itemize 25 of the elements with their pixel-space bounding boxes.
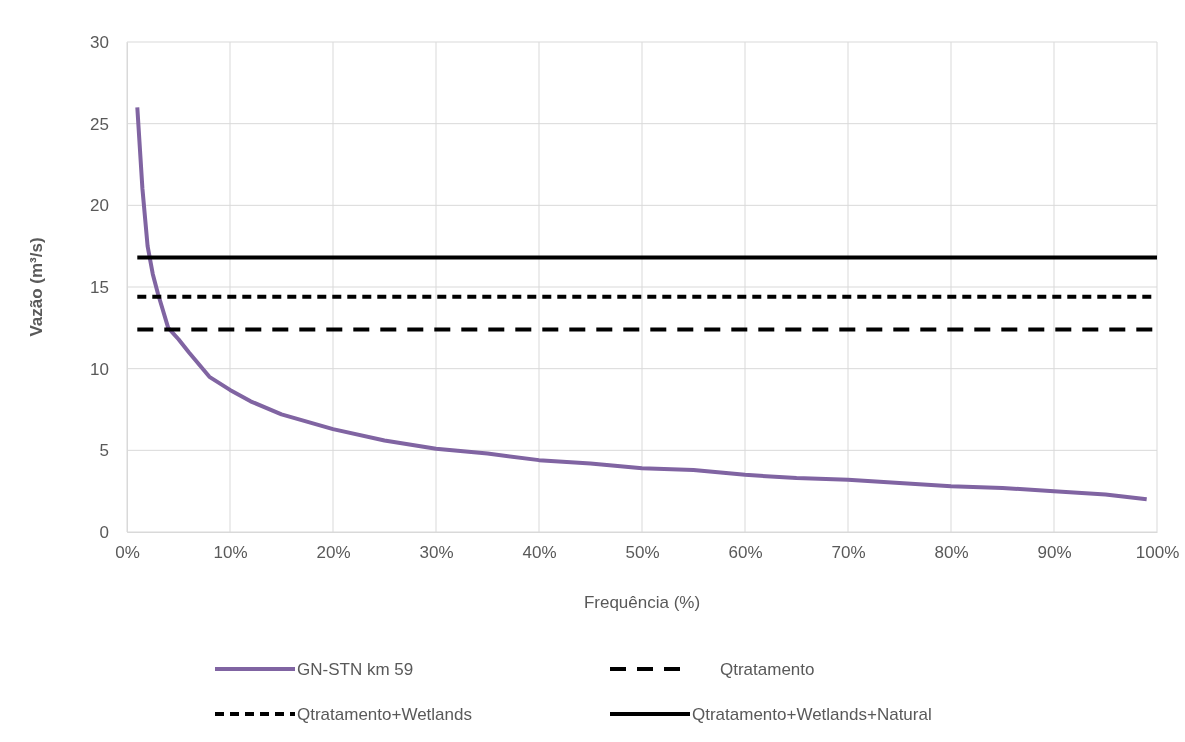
legend-label: GN-STN km 59 xyxy=(297,660,414,679)
x-tick-label: 100% xyxy=(1135,543,1180,563)
x-tick-label: 40% xyxy=(522,543,557,563)
x-tick-label: 60% xyxy=(728,543,763,563)
y-tick-label: 30 xyxy=(90,32,109,52)
y-axis-title: Vazão (m³/s) xyxy=(27,237,46,337)
x-tick-label: 80% xyxy=(934,543,969,563)
x-tick-label: 50% xyxy=(625,543,660,563)
y-tick-label: 0 xyxy=(99,522,109,542)
x-tick-label: 20% xyxy=(316,543,351,563)
legend-label: Qtratamento xyxy=(720,660,815,679)
y-tick-label: 25 xyxy=(90,114,109,134)
line-series xyxy=(135,105,1149,502)
x-tick-label: 70% xyxy=(831,543,866,563)
y-tick-label: 20 xyxy=(90,196,109,216)
x-tick-label: 0% xyxy=(115,543,140,563)
legend-label: Qtratamento+Wetlands+Natural xyxy=(692,705,932,724)
y-tick-label: 15 xyxy=(90,277,109,297)
x-axis-title: Frequência (%) xyxy=(583,593,701,612)
legend-label: Qtratamento+Wetlands xyxy=(297,705,472,724)
y-tick-label: 5 xyxy=(99,441,109,461)
y-tick-label: 10 xyxy=(90,359,109,379)
x-tick-label: 90% xyxy=(1037,543,1072,563)
x-tick-label: 10% xyxy=(213,543,248,563)
x-tick-label: 30% xyxy=(419,543,454,563)
